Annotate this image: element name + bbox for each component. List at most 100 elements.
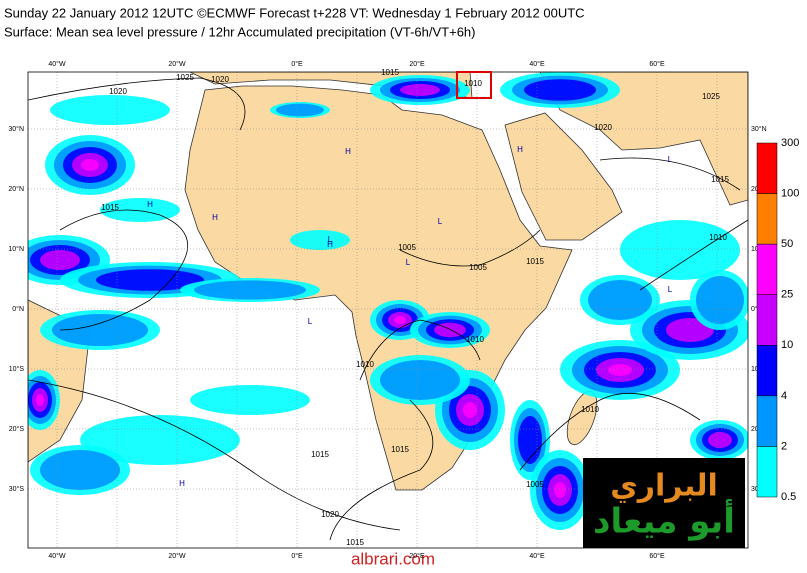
precip-area — [36, 394, 44, 406]
pressure-marker: H — [327, 240, 333, 249]
pressure-marker: L — [406, 258, 411, 267]
colorbar-segment — [756, 142, 778, 194]
colorbar-label: 100 — [781, 187, 799, 199]
precip-area — [81, 159, 99, 171]
precip-area — [524, 79, 596, 101]
lat-label: 30°N — [751, 125, 767, 133]
precip-area — [290, 230, 350, 250]
isobar-label: 1015 — [711, 175, 729, 184]
highlight-box — [456, 71, 492, 99]
colorbar-segment — [756, 345, 778, 397]
logo-box — [583, 458, 745, 548]
lon-label: 20°W — [168, 60, 186, 68]
isobar-label: 1005 — [398, 243, 416, 252]
precip-area — [696, 276, 744, 324]
lon-label: 20°E — [409, 60, 425, 68]
colorbar-segment — [756, 193, 778, 245]
isobar-label: 1010 — [356, 360, 374, 369]
colorbar-label: 50 — [781, 238, 793, 250]
precip-area — [518, 416, 542, 464]
isobar-label: 1010 — [709, 233, 727, 242]
isobar-label: 1015 — [101, 203, 119, 212]
precip-area — [40, 250, 80, 270]
lon-label: 40°W — [48, 552, 66, 560]
precip-area — [276, 103, 324, 117]
colorbar-segment — [756, 395, 778, 447]
precip-area — [554, 482, 566, 498]
isobar-label: 1015 — [311, 450, 329, 459]
colorbar-label: 10 — [781, 339, 793, 351]
pressure-marker: L — [328, 235, 333, 244]
logo-line1: البراري — [610, 469, 718, 504]
precip-area — [588, 280, 652, 320]
pressure-marker: H — [212, 213, 218, 222]
precip-area — [40, 450, 120, 490]
precip-area — [100, 198, 180, 222]
lon-label: 20°E — [409, 552, 425, 560]
precip-area — [194, 280, 306, 300]
pressure-marker: H — [179, 479, 185, 488]
pressure-marker: L — [438, 217, 443, 226]
precip-area — [80, 415, 240, 465]
isobar-label: 1015 — [526, 257, 544, 266]
lon-label: 20°W — [168, 552, 186, 560]
isobar-label: 1015 — [346, 538, 364, 547]
isobar-label: 1010 — [464, 79, 482, 88]
footer: albrari.com — [351, 549, 435, 568]
pressure-marker: L — [668, 285, 673, 294]
pressure-marker: H — [147, 200, 153, 209]
lon-label: 40°E — [529, 552, 545, 560]
isobar-label: 1005 — [526, 480, 544, 489]
isobar-label: 1010 — [581, 405, 599, 414]
lon-label: 60°E — [649, 552, 665, 560]
isobar-label: 1020 — [594, 123, 612, 132]
precip-area — [620, 220, 740, 280]
lat-label: 20°N — [8, 185, 24, 193]
precip-area — [463, 402, 477, 418]
lon-label: 40°W — [48, 60, 66, 68]
lat-label: 30°N — [8, 125, 24, 133]
precip-area — [50, 95, 170, 125]
pressure-marker: H — [517, 145, 523, 154]
colorbar-label: 0.5 — [781, 491, 796, 503]
precip-area — [394, 316, 406, 324]
lat-label: 20°S — [9, 425, 25, 433]
isobar-label: 1020 — [211, 75, 229, 84]
pressure-marker: L — [668, 155, 673, 164]
precip-area — [708, 432, 732, 448]
precip-area — [400, 84, 440, 96]
isobars — [28, 77, 748, 541]
colorbar-label: 2 — [781, 440, 787, 452]
pressure-marker: H — [345, 147, 351, 156]
isobar-label: 1005 — [469, 263, 487, 272]
isobar-label: 1015 — [381, 68, 399, 77]
lat-label: 10°S — [9, 365, 25, 373]
colorbar-segment — [756, 294, 778, 346]
logo-line2: أبو ميعاد — [593, 499, 735, 542]
precip-area — [380, 360, 460, 400]
lon-label: 60°E — [649, 60, 665, 68]
lat-label: 30°S — [9, 485, 25, 493]
isobar-label: 1015 — [391, 445, 409, 454]
lon-label: 0°E — [291, 552, 303, 560]
lon-label: 40°E — [529, 60, 545, 68]
isobar-label: 1020 — [109, 87, 127, 96]
precip-area — [608, 364, 632, 376]
map-area — [28, 72, 748, 548]
isobar-label: 1020 — [321, 510, 339, 519]
isobar-label: 1010 — [466, 335, 484, 344]
colorbar-label: 4 — [781, 390, 787, 402]
pressure-marker: L — [308, 317, 313, 326]
isobar-label: 1025 — [176, 73, 194, 82]
precip-area — [52, 314, 148, 346]
subtitle: Surface: Mean sea level pressure / 12hr … — [4, 24, 476, 39]
lat-label: 10°N — [8, 245, 24, 253]
colorbar-segment — [756, 243, 778, 295]
isobar-label: 1025 — [702, 92, 720, 101]
precip-area — [190, 385, 310, 415]
colorbar-label: 25 — [781, 289, 793, 301]
map-frame — [27, 71, 749, 549]
title: Sunday 22 January 2012 12UTC ©ECMWF Fore… — [4, 5, 585, 20]
colorbar-label: 300 — [781, 137, 799, 149]
